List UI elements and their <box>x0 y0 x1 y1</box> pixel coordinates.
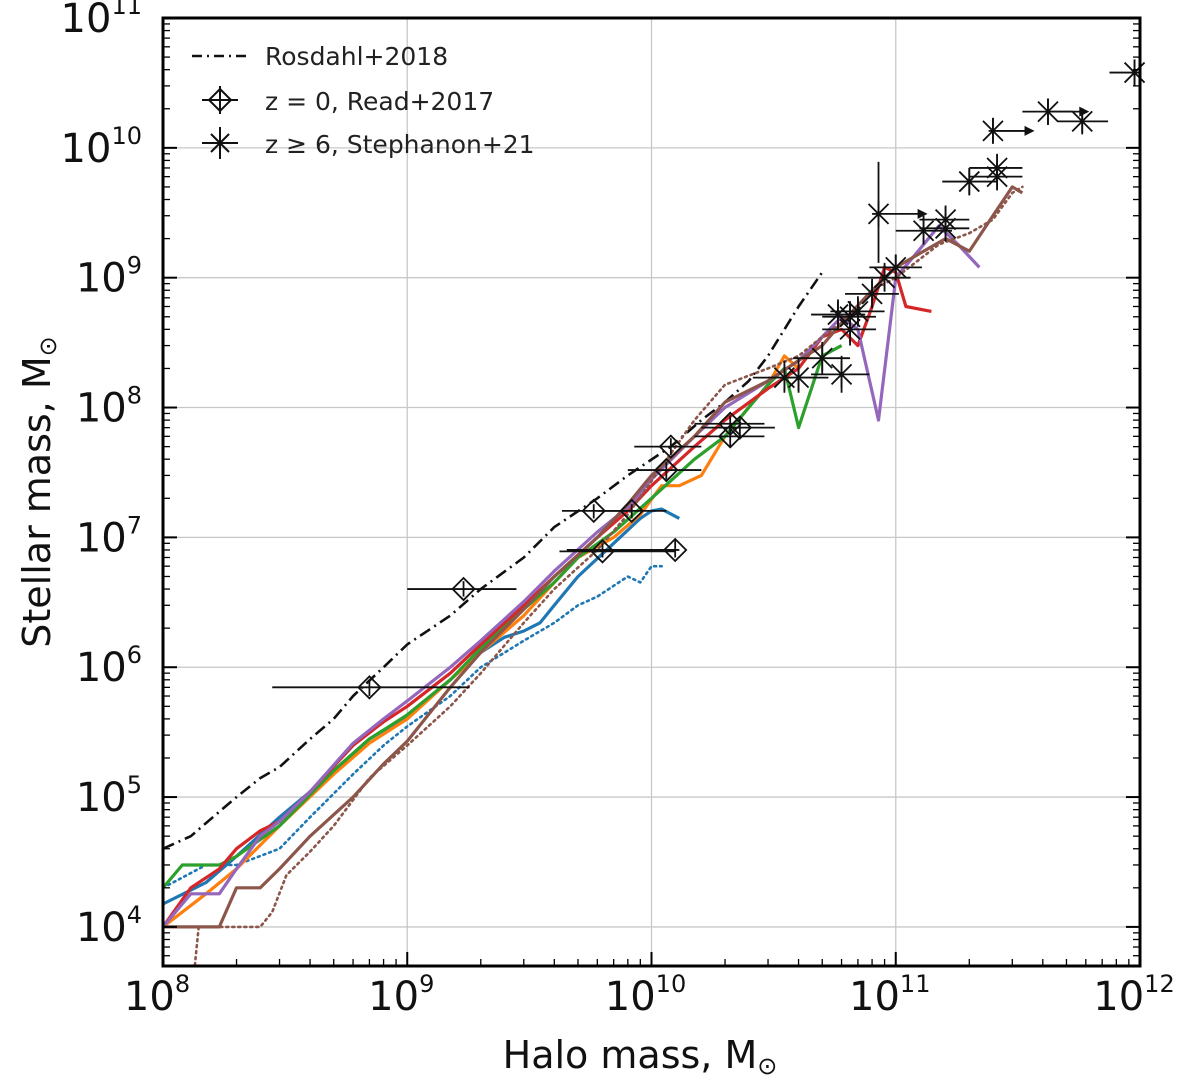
legend: Rosdahl+2018 z = 0, Read+2017 z ≥ 6, Ste… <box>192 42 535 159</box>
legend-stephanon-label: z ≥ 6, Stephanon+21 <box>265 130 535 159</box>
x-tick-label: 109 <box>368 970 434 1020</box>
star-marker <box>912 217 935 244</box>
stephanon21-point <box>811 299 866 330</box>
stephanon21-point <box>793 341 851 375</box>
diamond-marker <box>654 457 679 483</box>
grid-lines <box>163 18 1140 966</box>
star-marker <box>958 168 980 195</box>
stephanon21-point <box>1057 108 1109 135</box>
y-tick-label: 107 <box>76 511 142 561</box>
read2017-point <box>407 576 517 602</box>
y-axis-label: Stellar mass, M⊙ <box>15 336 62 647</box>
read2017-point <box>634 434 702 459</box>
x-tick-label: 108 <box>124 970 190 1020</box>
axis-ticks: 108 109 1010 1011 1012 104 105 106 107 108 109 1010… <box>61 0 1175 1020</box>
stephanon21-point <box>811 355 870 393</box>
diamond-marker <box>581 498 606 524</box>
y-tick-label: 1011 <box>61 0 142 42</box>
diamond-marker <box>619 498 645 524</box>
star-marker <box>811 345 833 372</box>
y-tick-label: 1010 <box>61 122 142 172</box>
star-marker <box>830 361 853 388</box>
read2017-point <box>597 498 667 524</box>
series-line-blue <box>163 507 681 906</box>
stephanon21-point <box>830 296 885 327</box>
star-marker <box>934 215 957 242</box>
read2017-point <box>272 675 470 700</box>
x-tick-label: 1010 <box>605 970 686 1020</box>
diamond-marker <box>662 537 688 563</box>
y-tick-label: 106 <box>76 641 142 691</box>
star-marker <box>1071 108 1093 135</box>
y-tick-label: 105 <box>76 771 142 821</box>
diamond-marker <box>717 411 743 437</box>
y-tick-label: 108 <box>76 382 142 432</box>
y-tick-label: 104 <box>76 901 142 951</box>
series-line-green <box>163 344 843 889</box>
x-tick-label: 1012 <box>1093 970 1174 1020</box>
stephanon21-point <box>969 162 1023 191</box>
read2017-point <box>566 537 688 563</box>
read2017-point <box>694 411 765 437</box>
series-line-blue-dotted <box>163 564 663 890</box>
star-marker <box>839 316 861 343</box>
legend-read-marker <box>202 86 238 114</box>
plot-area <box>163 185 1024 966</box>
stephanon21-point <box>942 167 998 196</box>
series-line-rosdahl-2018 <box>163 271 824 850</box>
read2017-point <box>627 457 702 483</box>
stephanon21-point <box>768 358 829 393</box>
diamond-marker <box>451 576 476 602</box>
diamond-marker <box>590 539 615 564</box>
diamond-marker <box>658 434 684 459</box>
x-tick-label: 1011 <box>849 970 930 1020</box>
legend-rosdahl-label: Rosdahl+2018 <box>265 42 448 71</box>
star-marker <box>787 364 810 391</box>
star-marker <box>847 298 869 325</box>
stephanon21-point <box>867 161 928 263</box>
diamond-marker <box>717 424 743 449</box>
x-axis-label: Halo mass, M⊙ <box>503 1033 778 1080</box>
series-line-brown-dotted <box>193 185 1024 966</box>
star-marker <box>986 163 1008 190</box>
stephanon21-point <box>845 278 899 309</box>
data-markers <box>272 59 1146 700</box>
lower-limit-arrowhead <box>917 208 928 219</box>
stephanon21-point <box>919 213 970 242</box>
legend-read-label: z = 0, Read+2017 <box>265 87 494 116</box>
diamond-marker <box>357 675 382 700</box>
lower-limit-arrowhead <box>1024 125 1035 136</box>
legend-item-stephanon: z ≥ 6, Stephanon+21 <box>202 127 535 159</box>
stephanon21-point <box>869 254 922 281</box>
star-marker <box>861 280 883 307</box>
legend-item-read: z = 0, Read+2017 <box>202 86 494 116</box>
star-marker <box>885 254 907 281</box>
y-tick-label: 109 <box>76 252 142 302</box>
stephanon21-point <box>982 117 1035 144</box>
legend-stephanon-marker <box>202 127 238 159</box>
legend-item-rosdahl: Rosdahl+2018 <box>192 42 448 71</box>
